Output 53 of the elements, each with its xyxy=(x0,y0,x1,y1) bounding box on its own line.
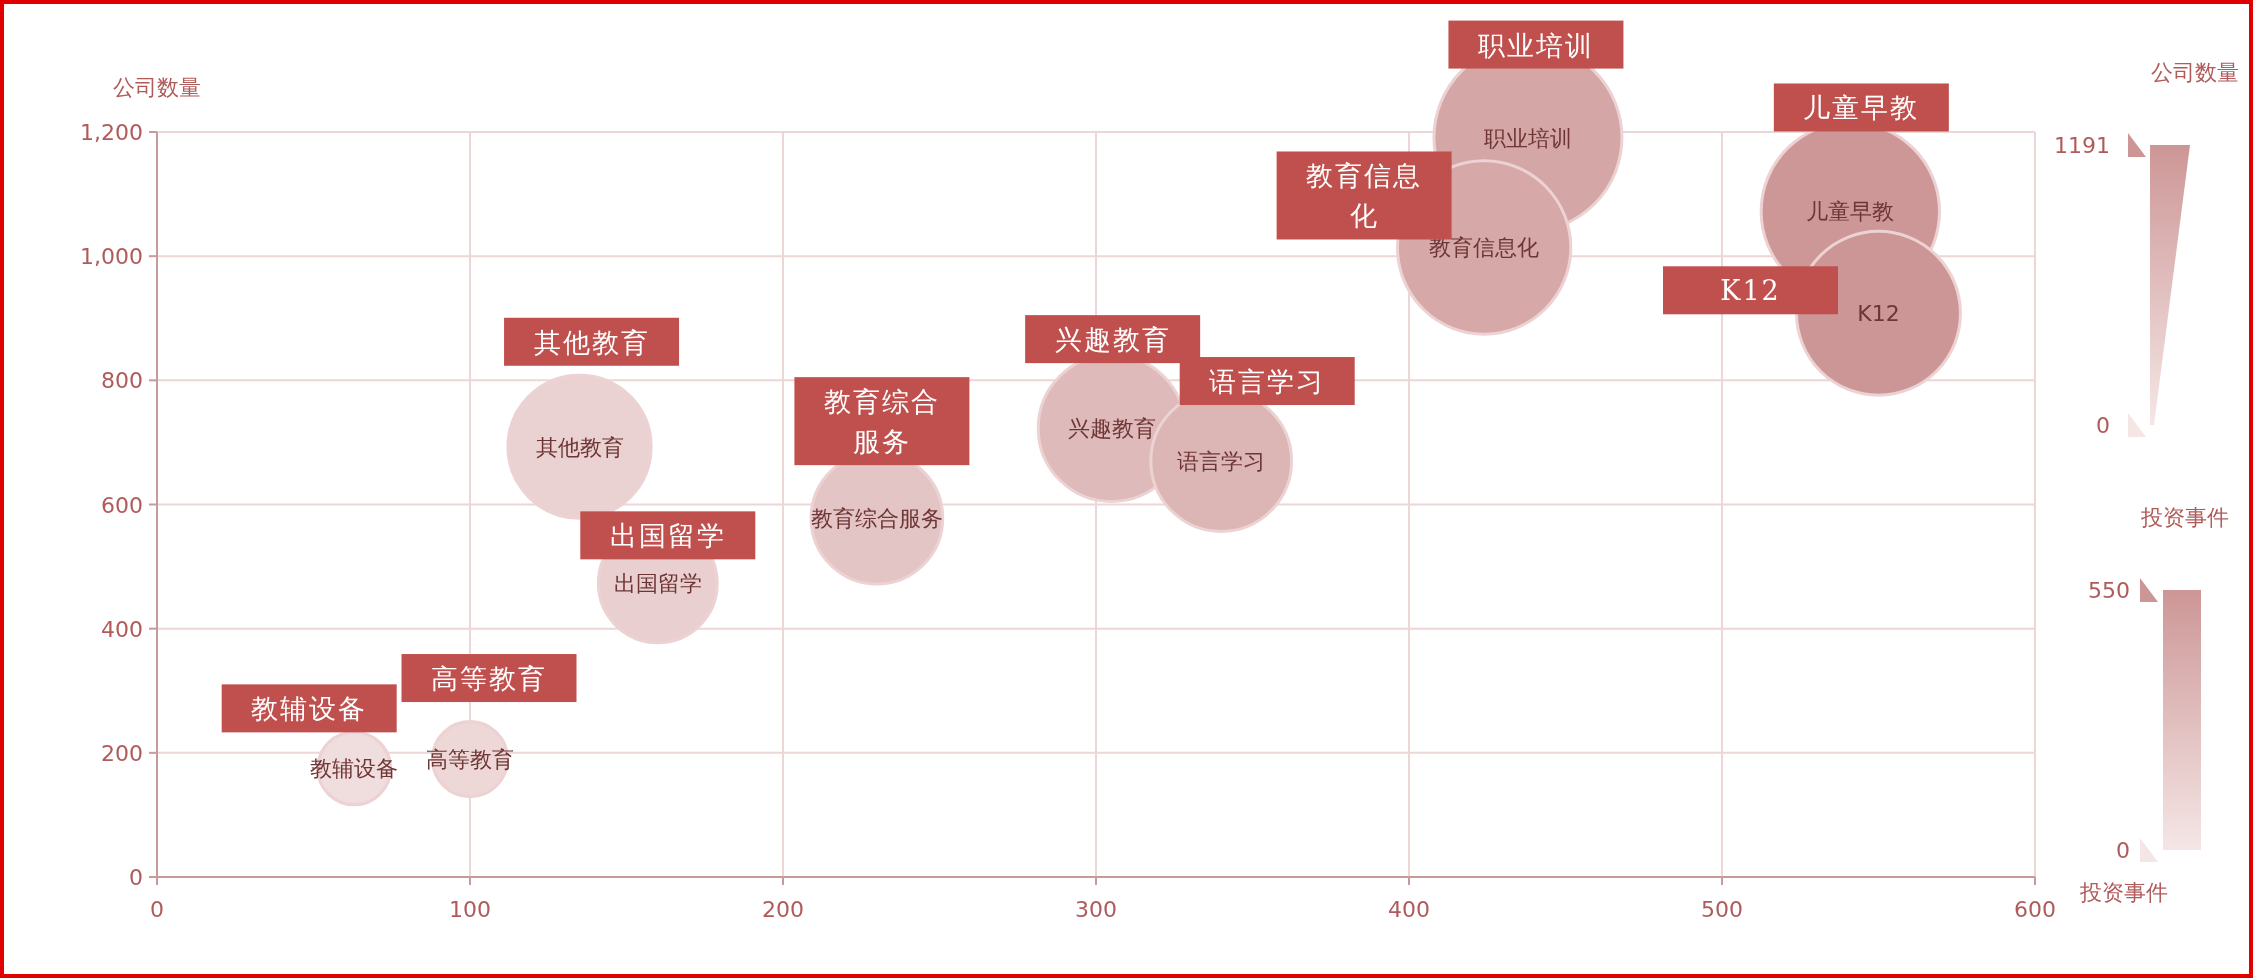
data-label: 职业培训 xyxy=(1483,125,1572,151)
y-tick-label: 200 xyxy=(101,740,143,766)
annotation: 其他教育 xyxy=(504,317,680,366)
y-tick-label: 1,200 xyxy=(80,120,143,145)
text: 0 xyxy=(2096,413,2110,438)
y-tick-label: 1,000 xyxy=(80,244,143,270)
color-bar-label: 0 xyxy=(2116,838,2130,863)
data-label: 其他教育 xyxy=(535,434,624,460)
data-label: 高等教育 xyxy=(426,747,514,773)
annotation: 其他教育 xyxy=(533,326,650,358)
data-label: 兴趣教育 xyxy=(1067,416,1156,442)
annotation: 语言学习 xyxy=(1179,357,1355,406)
x-axis-title: 投资事件 xyxy=(2079,880,2168,905)
annotation: K12 xyxy=(1720,275,1781,307)
colorbar: 投资事件 0 550 xyxy=(2088,505,2229,863)
text: 公司数量 xyxy=(2151,60,2239,85)
annotation: 高等教育 xyxy=(431,663,547,695)
annotation: 教育信息化 xyxy=(1276,151,1452,240)
color-bar-title: 投资事件 xyxy=(2140,505,2229,530)
annotation: 教育信息化 xyxy=(1306,160,1423,232)
annotation: 教辅设备 xyxy=(221,684,397,733)
annotation: 儿童早教 xyxy=(1773,83,1949,132)
y-tick-label: 800 xyxy=(101,368,143,394)
data-label: 教育综合服务 xyxy=(810,506,943,532)
annotation: 职业培训 xyxy=(1448,20,1624,69)
y-tick-label: 0 xyxy=(129,865,143,890)
annotation: 教育综合服务 xyxy=(823,386,940,458)
y-tick-label: 600 xyxy=(101,492,143,518)
data-label: 出国留学 xyxy=(613,571,702,597)
y-axis-title: 公司数量 xyxy=(113,75,201,100)
data-label: 语言学习 xyxy=(1177,449,1266,475)
annotation: 语言学习 xyxy=(1209,366,1326,398)
annotation: 出国留学 xyxy=(580,511,756,560)
annotation: 高等教育 xyxy=(401,654,577,703)
annotation: 教育综合服务 xyxy=(794,377,970,466)
x-tick-label: 600 xyxy=(2014,897,2056,922)
y-tick-label: 400 xyxy=(101,616,143,642)
x-tick-label: 100 xyxy=(449,897,491,922)
annotation: K12 xyxy=(1663,266,1838,315)
annotation: 兴趣教育 xyxy=(1025,315,1201,364)
data-label: K12 xyxy=(1857,301,1900,327)
annotation: 兴趣教育 xyxy=(1054,324,1171,356)
x-tick-label: 200 xyxy=(762,897,804,922)
x-tick-label: 500 xyxy=(1701,897,1743,922)
color-bar-label: 550 xyxy=(2088,578,2130,603)
data-label: 儿童早教 xyxy=(1806,199,1895,225)
data-label: 教辅设备 xyxy=(310,756,399,782)
text: 1191 xyxy=(2054,133,2110,158)
x-tick-label: 300 xyxy=(1075,897,1117,922)
annotation: 教辅设备 xyxy=(251,693,368,725)
x-tick-label: 0 xyxy=(150,897,164,922)
x-tick-label: 400 xyxy=(1388,897,1430,922)
annotation: 出国留学 xyxy=(609,520,726,552)
